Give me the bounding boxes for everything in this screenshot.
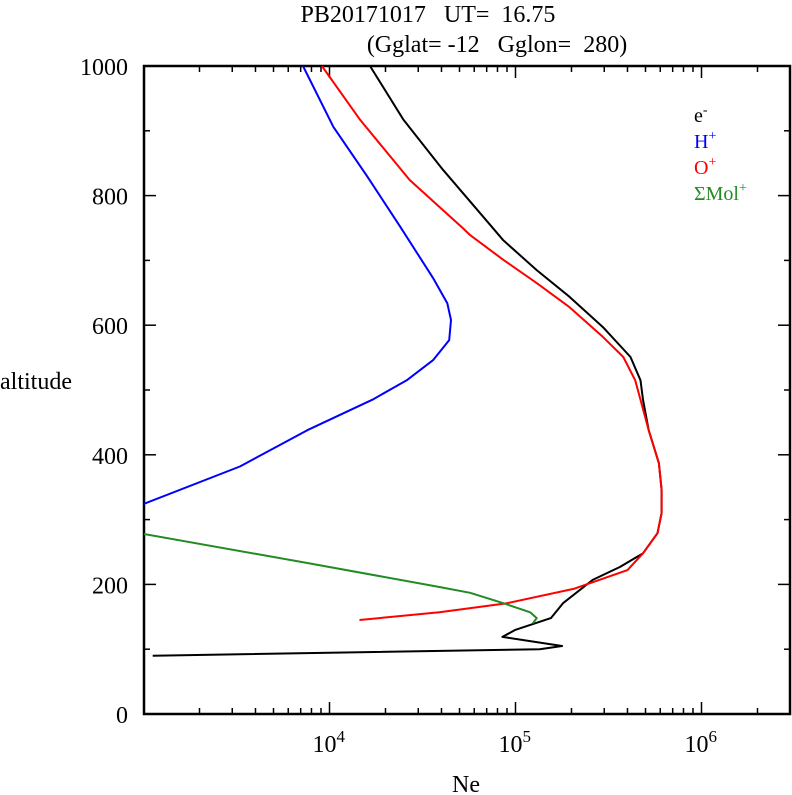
x-tick-labels: 104 105 106 (313, 727, 718, 758)
series-line-eminus (152, 66, 663, 657)
legend-item-hplus: H+ (694, 129, 716, 153)
y-tick-labels: 0 200 400 600 800 1000 (80, 55, 128, 729)
y-axis-label: altitude (0, 369, 72, 395)
y-tick-label: 800 (92, 185, 128, 211)
x-tick-label: 104 (313, 727, 346, 758)
series-lines (144, 66, 663, 657)
y-tick-label: 1000 (80, 55, 128, 81)
legend-item-summinusmolplus: ΣMol+ (694, 181, 747, 205)
chart-title: PB20171017 UT= 16.75 (301, 2, 556, 28)
y-tick-label: 400 (92, 444, 128, 470)
series-line-hplus (144, 66, 452, 505)
chart-subtitle: (Gglat= -12 Gglon= 280) (367, 32, 627, 58)
series-line-oplus (321, 66, 663, 621)
axis-ticks (144, 65, 790, 715)
y-tick-label: 0 (116, 703, 128, 729)
series-line-summinusmolplus (144, 532, 538, 624)
legend-item-eminus: e- (694, 103, 708, 127)
x-axis-label: Ne (452, 772, 480, 795)
x-tick-label: 105 (499, 727, 532, 758)
x-tick-label: 106 (685, 727, 718, 758)
y-tick-label: 600 (92, 314, 128, 340)
legend-item-oplus: O+ (694, 155, 716, 179)
y-tick-label: 200 (92, 573, 128, 599)
legend: e-H+O+ΣMol+ (694, 103, 747, 205)
